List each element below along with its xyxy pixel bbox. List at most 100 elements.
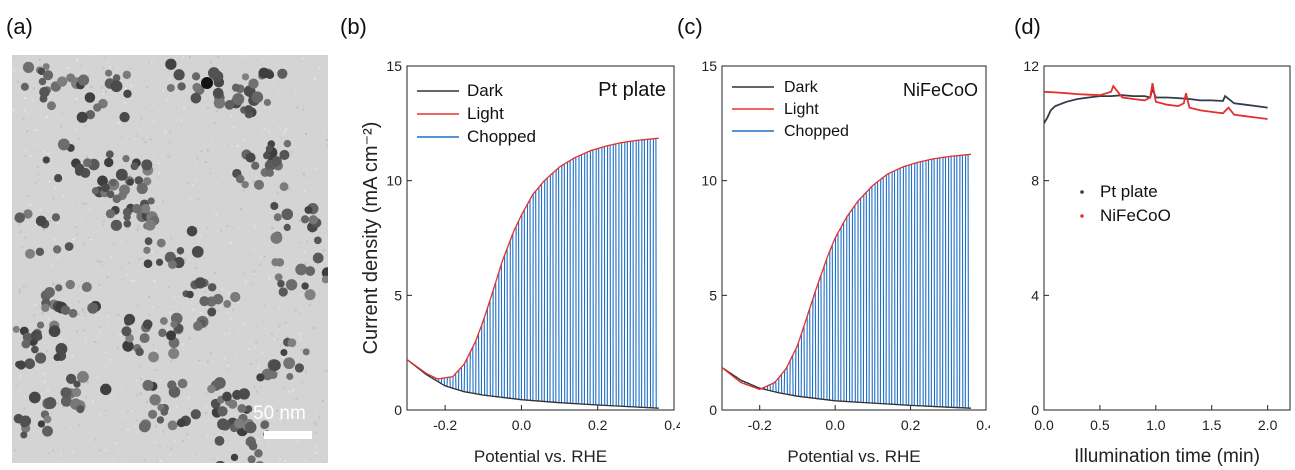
nanoparticle xyxy=(245,152,255,162)
x-tick-label: 0.4 xyxy=(976,417,990,433)
nanoparticle xyxy=(249,442,258,451)
legend-label: Pt plate xyxy=(1100,182,1158,201)
nanoparticle xyxy=(148,410,157,419)
nanoparticle xyxy=(29,392,41,404)
scale-bar xyxy=(264,431,312,439)
plot-frame xyxy=(722,66,986,410)
nanoparticle xyxy=(266,169,274,177)
nanoparticle xyxy=(160,408,168,416)
nanoparticle xyxy=(36,216,47,227)
panel-label-c: (c) xyxy=(677,14,703,40)
nanoparticle xyxy=(44,397,56,409)
tem-particles xyxy=(12,55,328,463)
nanoparticle xyxy=(236,175,245,184)
nanoparticle xyxy=(156,259,163,266)
y-tick-label: 5 xyxy=(394,287,402,303)
nanoparticle xyxy=(135,348,143,356)
nanoparticle xyxy=(20,431,27,438)
x-tick-label: 0.0 xyxy=(825,417,845,433)
nanoparticle xyxy=(284,224,291,231)
x-tick-label: -0.2 xyxy=(433,417,457,433)
nanoparticle xyxy=(266,71,274,79)
nanoparticle xyxy=(279,287,288,296)
nanoparticle xyxy=(87,303,98,314)
nanoparticle xyxy=(92,187,99,194)
nanoparticle xyxy=(217,406,227,416)
nanoparticle xyxy=(166,330,176,340)
nanoparticle xyxy=(177,418,186,427)
nanoparticle xyxy=(65,242,74,251)
nanoparticle xyxy=(314,237,322,245)
nanoparticle xyxy=(207,308,216,317)
nanoparticle xyxy=(288,338,297,347)
panel-label-d: (d) xyxy=(1014,14,1041,40)
nanoparticle xyxy=(31,346,39,354)
nanoparticle xyxy=(222,392,232,402)
nanoparticle xyxy=(248,79,258,89)
nanoparticle xyxy=(119,112,129,122)
x-tick-label: 2.0 xyxy=(1258,417,1278,433)
nanoparticle xyxy=(53,245,61,253)
panel-annotation: Pt plate xyxy=(598,79,666,101)
y-tick-label: 15 xyxy=(386,58,402,74)
nanoparticle xyxy=(213,294,224,305)
nanoparticle xyxy=(303,348,310,355)
nanoparticle xyxy=(281,208,293,220)
nanoparticle xyxy=(215,461,227,463)
nanoparticle xyxy=(104,158,113,167)
nanoparticle xyxy=(143,319,153,329)
x-tick-label: 0.0 xyxy=(1034,417,1054,433)
nanoparticle xyxy=(295,363,304,372)
nanoparticle xyxy=(21,339,30,348)
nanoparticle xyxy=(280,182,289,191)
legend-label: Chopped xyxy=(467,127,536,146)
nanoparticle xyxy=(277,69,287,79)
nanoparticle xyxy=(165,59,176,70)
nanoparticle xyxy=(168,260,177,269)
nanoparticle xyxy=(195,277,206,288)
nanoparticle xyxy=(256,373,264,381)
nanoparticle xyxy=(266,145,273,152)
nanoparticle xyxy=(127,179,134,186)
nanoparticle xyxy=(191,409,201,419)
nanoparticle xyxy=(201,77,213,89)
nanoparticle xyxy=(295,264,307,276)
nanoparticle xyxy=(132,204,142,214)
nanoparticle xyxy=(255,461,265,463)
nanoparticle xyxy=(124,220,132,228)
nanoparticle xyxy=(66,73,75,82)
nanoparticle xyxy=(105,70,112,77)
legend-marker xyxy=(1080,214,1084,218)
nanoparticle xyxy=(57,76,67,86)
y-tick-label: 5 xyxy=(709,287,717,303)
nanoparticle xyxy=(17,360,26,369)
nanoparticle xyxy=(199,296,209,306)
nanoparticle xyxy=(223,300,231,308)
nanoparticle xyxy=(72,388,81,397)
nanoparticle xyxy=(43,415,51,423)
panel-label-b: (b) xyxy=(340,14,367,40)
nanoparticle xyxy=(232,93,244,105)
nanoparticle xyxy=(231,454,238,461)
nanoparticle xyxy=(106,150,114,158)
series-nifecoo xyxy=(1044,83,1268,119)
nanoparticle xyxy=(123,90,131,98)
nanoparticle xyxy=(54,174,62,182)
nanoparticle xyxy=(207,385,215,393)
nanoparticle xyxy=(284,140,291,147)
nanoparticle xyxy=(107,190,115,198)
nanoparticle xyxy=(187,226,198,237)
nanoparticle xyxy=(283,357,295,369)
nanoparticle xyxy=(173,69,184,80)
nanoparticle xyxy=(269,370,278,379)
nanoparticle xyxy=(43,70,53,80)
nanoparticle xyxy=(186,291,194,299)
y-tick-label: 0 xyxy=(394,402,402,418)
nanoparticle xyxy=(148,197,155,204)
y-tick-label: 10 xyxy=(701,173,717,189)
nanoparticle xyxy=(264,99,271,106)
nanoparticle xyxy=(124,317,132,325)
nanoparticle xyxy=(106,209,115,218)
chart-illumination: 0.0 0.5 1.0 1.5 2.004812Illumination time (m… xyxy=(1010,48,1295,470)
nanoparticle xyxy=(239,388,250,399)
